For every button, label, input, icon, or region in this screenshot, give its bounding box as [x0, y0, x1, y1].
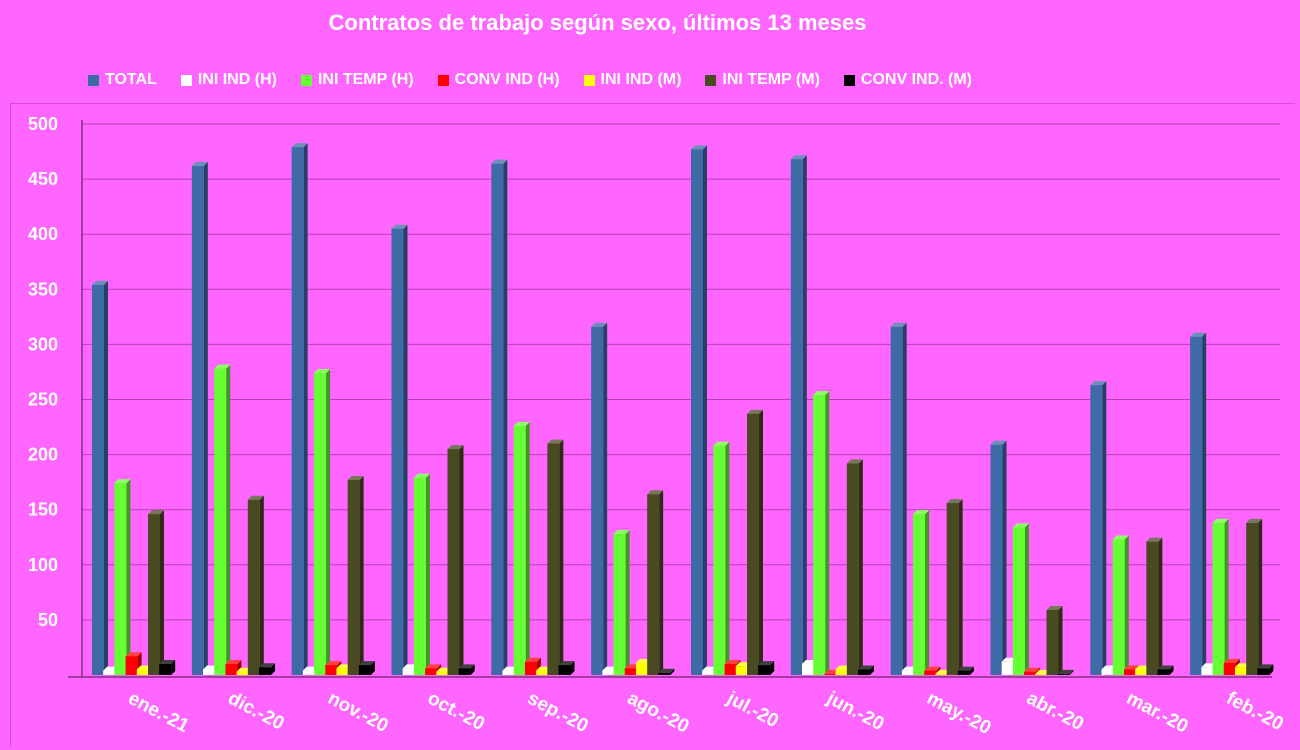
bar: [314, 369, 331, 675]
y-tick-label: 350: [28, 279, 58, 299]
legend-label: CONV IND. (M): [860, 71, 973, 88]
bar: [547, 439, 564, 675]
y-tick-label: 500: [28, 114, 58, 134]
x-tick-label: nov.-20: [324, 688, 391, 737]
bar: [125, 652, 142, 675]
y-tick-label: 150: [28, 500, 58, 520]
bar: [990, 440, 1007, 675]
x-tick-label: jun.-20: [823, 687, 888, 735]
bar: [1012, 523, 1029, 675]
legend: TOTAL INI IND (H) INI TEMP (H) CONV IND (H)…: [88, 68, 1288, 92]
legend-label: INI TEMP (H): [317, 71, 414, 88]
bar: [247, 495, 264, 675]
bar: [347, 475, 364, 675]
bar: [858, 665, 875, 675]
bar: [957, 666, 974, 675]
bar: [214, 364, 231, 675]
bar: [447, 445, 464, 675]
bar: [846, 459, 863, 675]
legend-swatch: [437, 74, 449, 86]
legend-item: INI TEMP (M): [705, 68, 820, 92]
bar: [647, 490, 664, 675]
legend-label: CONV IND (H): [454, 71, 560, 88]
bar: [1112, 535, 1129, 675]
chart-title: Contratos de trabajo según sexo, últimos…: [328, 10, 867, 35]
bar: [1257, 664, 1274, 675]
y-tick-label: 200: [28, 445, 58, 465]
bars-layer: [92, 143, 1274, 676]
bar: [613, 529, 630, 675]
y-tick-label: 50: [38, 610, 58, 630]
legend-swatch: [843, 74, 855, 86]
bar: [191, 161, 208, 676]
bar: [813, 391, 830, 675]
bar: [458, 664, 475, 675]
bar: [747, 409, 763, 675]
x-tick-label: ago.-20: [624, 688, 693, 738]
bar: [413, 473, 430, 675]
bar: [1212, 518, 1229, 675]
x-tick-label: mar.-20: [1123, 688, 1192, 738]
legend-swatch: [300, 74, 312, 86]
legend-label: TOTAL: [105, 71, 157, 88]
legend-swatch: [88, 74, 99, 86]
x-tick-label: may.-20: [923, 688, 994, 739]
bar: [491, 159, 508, 675]
bar: [259, 663, 276, 675]
bar: [946, 499, 963, 675]
legend-item: CONV IND (H): [437, 68, 560, 92]
bar: [513, 421, 530, 675]
x-tick-label: sep.-20: [524, 688, 592, 737]
bar: [358, 661, 375, 675]
bar: [658, 668, 675, 675]
y-tick-label: 400: [28, 224, 58, 244]
x-tick-label: ene.-21: [125, 688, 193, 737]
legend-item: INI TEMP (H): [300, 68, 414, 92]
legend-item: INI IND (M): [583, 68, 682, 92]
bar: [1057, 669, 1074, 675]
x-tick-label: abr.-20: [1023, 688, 1087, 735]
bar: [524, 657, 541, 675]
legend-label: INI TEMP (M): [722, 71, 820, 88]
bar: [148, 510, 164, 675]
bar: [291, 143, 308, 676]
bar: [92, 280, 108, 675]
bar: [1190, 332, 1207, 675]
legend-label: INI IND (M): [600, 71, 682, 88]
plot-frame: [10, 103, 1295, 746]
legend-swatch: [583, 74, 595, 86]
bar: [558, 661, 575, 675]
bar: [391, 224, 408, 675]
bar: [1090, 381, 1107, 675]
legend-label: INI IND (H): [197, 71, 277, 88]
bar: [713, 441, 730, 675]
bar: [758, 661, 775, 675]
x-tick-label: oct.-20: [424, 688, 488, 735]
y-tick-label: 450: [28, 169, 58, 189]
bar: [913, 510, 930, 675]
bar: [790, 155, 807, 675]
x-tick-label: dic.-20: [224, 688, 287, 735]
legend-swatch: [705, 74, 717, 86]
bar: [591, 322, 608, 675]
legend-item: CONV IND. (M): [843, 68, 973, 92]
legend-item: INI IND (H): [180, 68, 277, 92]
x-tick-label: feb.-20: [1223, 688, 1287, 735]
bar: [1146, 537, 1163, 675]
bar: [114, 479, 131, 675]
bar: [159, 659, 176, 675]
bar: [1157, 665, 1174, 675]
bar: [1246, 518, 1263, 675]
bar: [1046, 605, 1063, 675]
bar: [691, 145, 707, 675]
bar: [890, 322, 907, 675]
legend-item: TOTAL: [88, 68, 157, 92]
legend-swatch: [180, 74, 192, 86]
y-tick-label: 100: [28, 555, 58, 575]
y-tick-label: 250: [28, 390, 58, 410]
y-tick-label: 300: [28, 334, 58, 354]
grid-layer: [82, 123, 1280, 621]
x-tick-label: jul.-20: [723, 687, 782, 732]
